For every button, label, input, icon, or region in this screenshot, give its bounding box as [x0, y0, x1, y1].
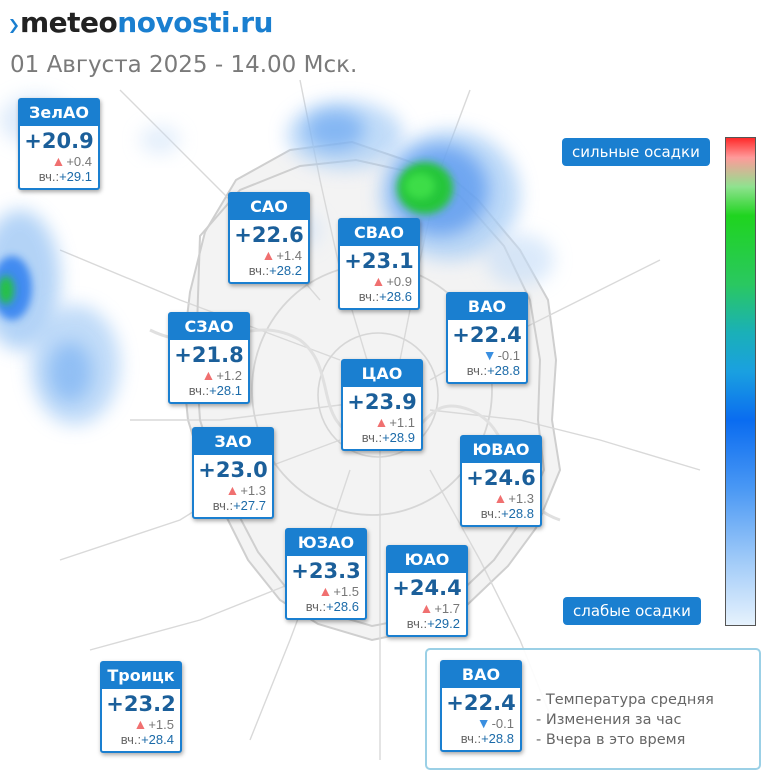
district-temperature: +24.4	[392, 576, 462, 600]
district-hourly-change: ▲+1.3	[225, 482, 266, 499]
district-yesterday: вч.:+28.8	[466, 363, 520, 378]
district-yesterday: вч.:+28.6	[358, 289, 412, 304]
triangle-down-icon: ▼	[476, 715, 491, 731]
district-hourly-change: ▼-0.1	[476, 715, 514, 732]
district-card-szao[interactable]: СЗАО +21.8 ▲+1.2 вч.:+28.1	[168, 312, 250, 404]
district-yesterday: вч.:+28.4	[120, 732, 174, 747]
triangle-up-icon: ▲	[133, 716, 148, 732]
district-temperature: +24.6	[466, 466, 536, 490]
district-name: ЗелАО	[20, 100, 98, 126]
site-logo[interactable]: meteonovosti.ru	[10, 6, 273, 39]
district-yesterday: вч.:+27.7	[212, 498, 266, 513]
district-card-yuvao[interactable]: ЮВАО +24.6 ▲+1.3 вч.:+28.8	[460, 435, 542, 527]
triangle-up-icon: ▲	[493, 490, 508, 506]
district-yesterday: вч.:+28.9	[361, 430, 415, 445]
district-temperature: +22.6	[234, 223, 304, 247]
light-precipitation-label: слабые осадки	[563, 597, 701, 625]
district-name: ЮАО	[388, 547, 466, 573]
logo-text-novosti: novosti.ru	[117, 6, 273, 39]
district-name: ЮЗАО	[287, 530, 365, 556]
district-card-yuao[interactable]: ЮАО +24.4 ▲+1.7 вч.:+29.2	[386, 545, 468, 637]
district-name: СВАО	[340, 220, 418, 246]
legend-line-yesterday: - Вчера в это время	[536, 732, 686, 748]
district-temperature: +22.4	[446, 691, 516, 715]
triangle-up-icon: ▲	[51, 153, 66, 169]
district-name: СЗАО	[170, 314, 248, 340]
triangle-up-icon: ▲	[318, 583, 333, 599]
district-name: ЗАО	[194, 429, 272, 455]
district-hourly-change: ▲+1.4	[261, 247, 302, 264]
district-yesterday: вч.:+28.1	[188, 383, 242, 398]
district-card-vao[interactable]: ВАО +22.4 ▼-0.1 вч.:+28.8	[446, 292, 528, 384]
date-time-subtitle: 01 Августа 2025 - 14.00 Мск.	[10, 52, 358, 78]
district-hourly-change: ▲+1.7	[419, 600, 460, 617]
district-temperature: +23.0	[198, 458, 268, 482]
district-temperature: +23.3	[291, 559, 361, 583]
district-name: ВАО	[448, 294, 526, 320]
district-hourly-change: ▲+1.3	[493, 490, 534, 507]
district-hourly-change: ▼-0.1	[482, 347, 520, 364]
district-yesterday: вч.:+28.2	[248, 263, 302, 278]
district-temperature: +23.2	[106, 692, 176, 716]
district-hourly-change: ▲+1.5	[318, 583, 359, 600]
district-temperature: +21.8	[174, 343, 244, 367]
legend-line-hourly-change: - Изменения за час	[536, 712, 682, 728]
legend-explanations: - Температура средняя - Изменения за час…	[536, 690, 714, 750]
triangle-up-icon: ▲	[419, 600, 434, 616]
district-card-sao[interactable]: САО +22.6 ▲+1.4 вч.:+28.2	[228, 192, 310, 284]
district-card-zao[interactable]: ЗАО +23.0 ▲+1.3 вч.:+27.7	[192, 427, 274, 519]
triangle-up-icon: ▲	[374, 414, 389, 430]
district-yesterday: вч.:+28.6	[305, 599, 359, 614]
triangle-down-icon: ▼	[482, 347, 497, 363]
district-name: ЮВАО	[462, 437, 540, 463]
district-yesterday: вч.:+28.8	[480, 506, 534, 521]
legend-line-average-temp: - Температура средняя	[536, 692, 714, 708]
logo-text-meteo: meteo	[20, 6, 118, 39]
precipitation-colorbar	[725, 137, 756, 626]
district-name: ЦАО	[343, 361, 421, 387]
triangle-up-icon: ▲	[225, 482, 240, 498]
triangle-up-icon: ▲	[201, 367, 216, 383]
district-hourly-change: ▲+1.2	[201, 367, 242, 384]
heavy-precipitation-label: сильные осадки	[562, 138, 710, 166]
district-temperature: +23.9	[347, 390, 417, 414]
district-card-troitsk[interactable]: Троицк +23.2 ▲+1.5 вч.:+28.4	[100, 661, 182, 753]
district-yesterday: вч.:+28.8	[460, 731, 514, 746]
logo-chevron-icon	[10, 19, 18, 33]
district-card-svao[interactable]: СВАО +23.1 ▲+0.9 вч.:+28.6	[338, 218, 420, 310]
district-name: САО	[230, 194, 308, 220]
district-hourly-change: ▲+0.4	[51, 153, 92, 170]
district-yesterday: вч.:+29.2	[406, 616, 460, 631]
district-hourly-change: ▲+1.1	[374, 414, 415, 431]
district-temperature: +20.9	[24, 129, 94, 153]
district-card-yuzao[interactable]: ЮЗАО +23.3 ▲+1.5 вч.:+28.6	[285, 528, 367, 620]
triangle-up-icon: ▲	[261, 247, 276, 263]
district-hourly-change: ▲+1.5	[133, 716, 174, 733]
district-temperature: +22.4	[452, 323, 522, 347]
district-hourly-change: ▲+0.9	[371, 273, 412, 290]
district-temperature: +23.1	[344, 249, 414, 273]
triangle-up-icon: ▲	[371, 273, 386, 289]
district-name: ВАО	[442, 662, 520, 688]
district-name: Троицк	[102, 663, 180, 689]
legend-sample-card: ВАО +22.4 ▼-0.1 вч.:+28.8	[440, 660, 522, 752]
district-card-zelao[interactable]: ЗелАО +20.9 ▲+0.4 вч.:+29.1	[18, 98, 100, 190]
district-card-cao[interactable]: ЦАО +23.9 ▲+1.1 вч.:+28.9	[341, 359, 423, 451]
district-yesterday: вч.:+29.1	[38, 169, 92, 184]
garden-ring-road	[317, 332, 439, 458]
